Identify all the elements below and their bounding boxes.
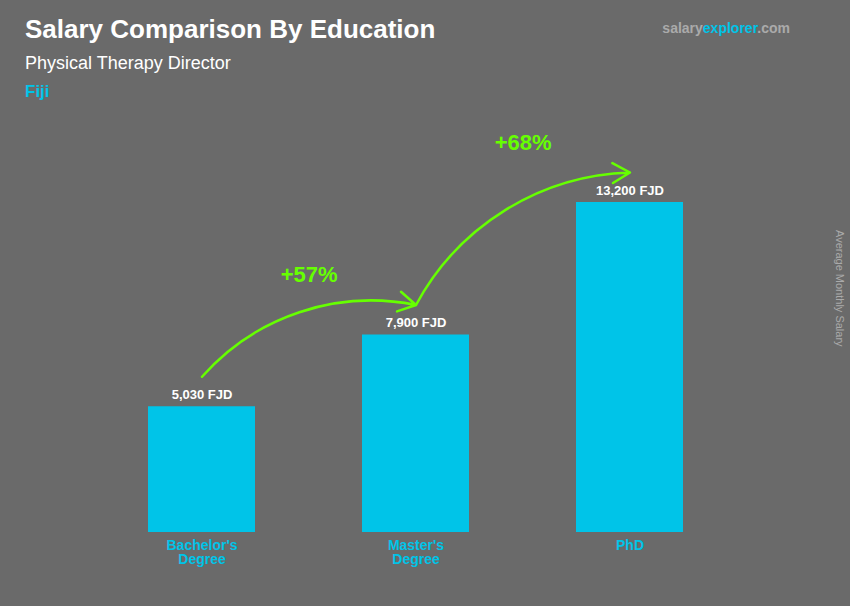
svg-text:PhD: PhD	[616, 537, 644, 553]
svg-text:Master'sDegree: Master'sDegree	[388, 537, 444, 567]
svg-text:13,200 FJD: 13,200 FJD	[596, 183, 664, 198]
svg-text:Bachelor'sDegree: Bachelor'sDegree	[166, 537, 237, 567]
html-text:Average Monthly Salary: Average Monthly Salary	[834, 230, 846, 347]
html-text:salary explorer.com: salary explorer.com	[662, 20, 790, 36]
svg-text:+57%: +57%	[281, 262, 338, 287]
svg-text:7,900 FJD: 7,900 FJD	[386, 315, 447, 330]
html-text:Salary Comparison By Education: Salary Comparison By Education	[25, 14, 436, 44]
svg-text:5,030 FJD: 5,030 FJD	[172, 387, 233, 402]
svg-text:+68%: +68%	[495, 130, 552, 155]
html-text:Fiji: Fiji	[25, 82, 50, 101]
html-text:Physical Therapy Director: Physical Therapy Director	[25, 53, 231, 73]
